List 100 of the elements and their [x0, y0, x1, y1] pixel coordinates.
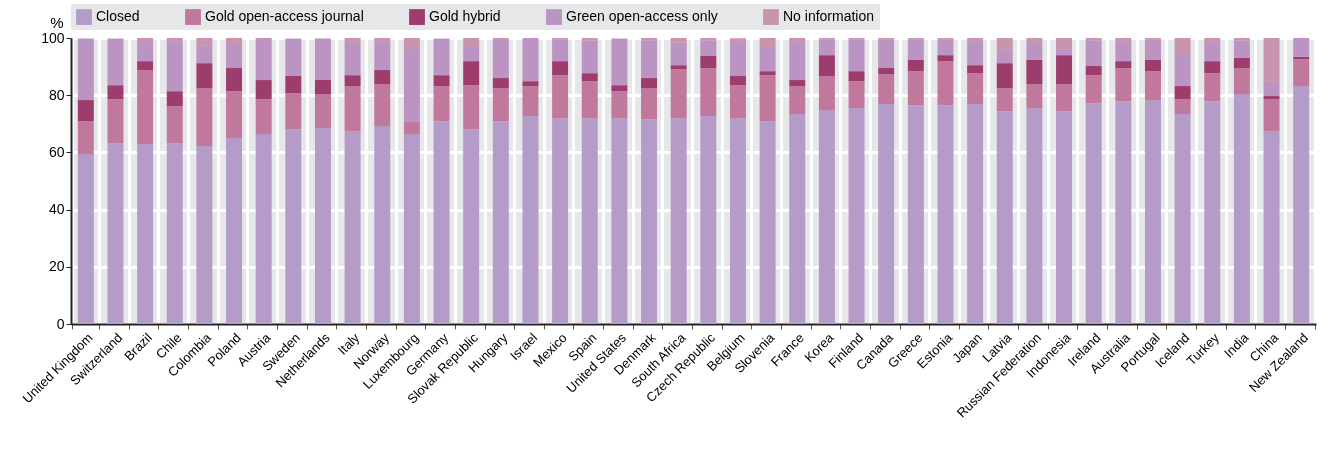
bar	[1263, 81, 1280, 97]
bar	[670, 38, 687, 43]
bar	[1263, 99, 1280, 132]
bar	[107, 143, 124, 324]
bar	[1026, 108, 1043, 324]
bar	[878, 104, 895, 324]
bar	[1026, 60, 1043, 85]
bar	[729, 85, 746, 119]
bar	[255, 80, 272, 100]
bar	[285, 38, 302, 77]
bar	[1085, 66, 1102, 76]
bar	[907, 39, 924, 61]
bar	[907, 60, 924, 72]
bar	[789, 114, 806, 324]
bar	[1263, 38, 1280, 82]
bar	[1174, 99, 1191, 115]
bar	[463, 38, 480, 49]
bar	[166, 38, 183, 42]
bar	[552, 118, 569, 324]
bar	[492, 78, 509, 89]
bar	[166, 143, 183, 324]
bar	[1115, 41, 1132, 62]
bar	[818, 39, 835, 56]
bar	[226, 44, 243, 69]
bar	[641, 40, 658, 79]
bar	[967, 73, 984, 105]
bar	[967, 38, 984, 42]
bar	[255, 99, 272, 135]
bar	[344, 43, 361, 76]
bar	[1293, 86, 1310, 324]
bar	[77, 154, 94, 324]
bar	[700, 40, 717, 57]
bar	[611, 38, 628, 86]
bar	[77, 100, 94, 122]
bar	[522, 116, 539, 324]
legend-label: No information	[783, 8, 875, 25]
bar	[581, 40, 598, 74]
bar	[433, 75, 450, 87]
y-tick-label: 100	[41, 29, 65, 46]
bar	[1174, 54, 1191, 87]
bar	[137, 144, 154, 324]
bar	[285, 76, 302, 94]
bar	[996, 88, 1013, 112]
bar	[1293, 59, 1310, 87]
bar	[729, 76, 746, 86]
bar	[314, 38, 331, 81]
bar	[729, 118, 746, 324]
bar	[1115, 38, 1132, 42]
bar	[433, 38, 450, 76]
y-tick-label: 60	[48, 143, 65, 160]
bar	[137, 61, 154, 71]
bar	[196, 38, 213, 46]
bar	[1204, 101, 1221, 324]
bar	[789, 38, 806, 44]
bar	[196, 45, 213, 64]
bar	[1115, 61, 1132, 69]
y-tick-label: 80	[48, 86, 65, 103]
bar	[1293, 38, 1310, 57]
bar	[700, 68, 717, 117]
bar	[1056, 38, 1073, 50]
bar	[641, 119, 658, 324]
bar	[166, 41, 183, 92]
bar	[255, 40, 272, 81]
bar	[137, 38, 154, 42]
bar	[1115, 68, 1132, 102]
bar	[996, 63, 1013, 89]
bar	[1115, 101, 1132, 324]
bar	[1056, 49, 1073, 56]
bar	[314, 128, 331, 324]
bar	[878, 68, 895, 75]
bar	[818, 55, 835, 77]
bar	[1144, 100, 1161, 324]
bar	[848, 71, 865, 82]
bar	[1263, 131, 1280, 324]
bar	[374, 70, 391, 85]
bar	[581, 73, 598, 82]
bar	[937, 105, 954, 324]
bar	[611, 85, 628, 92]
bar	[374, 126, 391, 324]
bar	[818, 110, 835, 324]
bar	[1233, 40, 1250, 59]
bar	[611, 91, 628, 119]
bar	[759, 71, 776, 76]
bar	[137, 70, 154, 145]
bar	[670, 42, 687, 66]
bar	[1026, 44, 1043, 61]
bar	[670, 118, 687, 324]
bar	[1144, 39, 1161, 61]
bar	[522, 86, 539, 117]
bar	[848, 81, 865, 109]
bar	[1233, 58, 1250, 69]
bar	[403, 134, 420, 324]
bar	[1026, 84, 1043, 109]
bar	[463, 48, 480, 62]
bar	[107, 38, 124, 86]
bar	[1056, 84, 1073, 112]
bar	[759, 121, 776, 324]
bar	[403, 121, 420, 135]
bar	[77, 121, 94, 155]
y-tick-label: 0	[56, 315, 65, 332]
